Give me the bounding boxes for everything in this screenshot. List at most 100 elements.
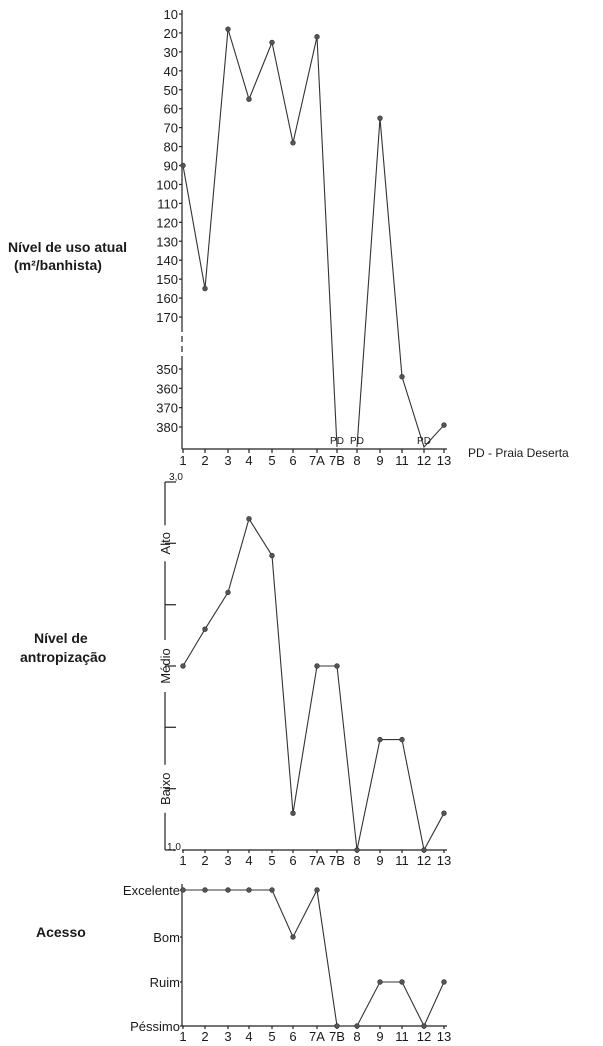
chart1-point <box>225 26 231 32</box>
chart2-band-label: Alto <box>158 532 173 554</box>
chart1-y-tick-label: 60 <box>164 102 178 117</box>
chart1-y-tick-label: 170 <box>156 310 178 325</box>
chart3-x-tick-label: 6 <box>289 1029 296 1044</box>
chart2-x-tick-label: 5 <box>268 853 275 868</box>
chart2-x-tick-label: 4 <box>245 853 252 868</box>
chart3-x-tick-label: 2 <box>201 1029 208 1044</box>
chart1-pd-label: PD <box>350 436 364 447</box>
chart3-level-label: Bom <box>153 930 180 945</box>
chart3-x-tick-label: 8 <box>353 1029 360 1044</box>
chart1-series-line <box>182 28 338 448</box>
chart2-series <box>180 516 447 853</box>
chart1-y-tick-label: 370 <box>156 401 178 416</box>
chart1-x-tick-label: 4 <box>245 453 252 468</box>
chart3-point <box>334 1023 340 1029</box>
chart2-x-tick-label: 3 <box>224 853 231 868</box>
chart3-point <box>441 979 447 985</box>
chart1-point <box>441 422 447 428</box>
chart3-x-tick-label: 1 <box>179 1029 186 1044</box>
chart1-x-tick-label: 7B <box>329 453 345 468</box>
chart1-point <box>290 140 296 146</box>
chart1-axes <box>181 10 447 450</box>
chart1-x-tick-label: 11 <box>395 453 409 468</box>
chart1-x-tick-label: 9 <box>376 453 383 468</box>
chart1-y-tick-label: 120 <box>156 215 178 230</box>
chart1-y-tick-label: 50 <box>164 83 178 98</box>
chart2-point <box>421 847 427 853</box>
chart2-point <box>202 626 208 632</box>
chart3-point <box>180 887 186 893</box>
chart1-x-tick-label: 6 <box>289 453 296 468</box>
chart3-level-label: Ruim <box>150 975 180 990</box>
chart2-point <box>269 552 275 559</box>
chart2-ylabel-line2: antropização <box>20 649 106 665</box>
chart2-ymin-label: 1,0 <box>167 842 181 853</box>
chart3-point <box>225 887 231 893</box>
chart3-axes: Péssimo Ruim Bom Excelente <box>123 883 447 1034</box>
chart2-x-tick-label: 7A <box>309 853 325 868</box>
chart1-point <box>246 96 252 102</box>
chart1-pd-label: PD <box>330 436 344 447</box>
chart2-x-tick-label: 6 <box>289 853 296 868</box>
chart2-series-line <box>182 517 445 852</box>
chart1-ylabel-line2: (m²/banhista) <box>14 257 102 273</box>
chart3-ylabel: Acesso <box>36 924 86 940</box>
chart2-point <box>441 810 447 816</box>
chart2-x-tick-label: 13 <box>437 853 451 868</box>
chart2-point <box>399 736 405 743</box>
chart3-x-tick-label: 5 <box>268 1029 275 1044</box>
chart1-x-tick-label: 12 <box>417 453 431 468</box>
chart3-series <box>180 887 447 1029</box>
chart2-point <box>246 516 252 522</box>
chart3-level-label: Excelente <box>123 883 180 898</box>
chart1-ylabel-line1: Nível de uso atual <box>8 239 127 255</box>
chart1-pd-label: PD <box>417 436 431 447</box>
chart2-point <box>180 663 186 669</box>
chart1-point <box>180 162 186 169</box>
chart3-x-tick-label: 4 <box>245 1029 252 1044</box>
chart3-x-tick-label: 13 <box>437 1029 451 1044</box>
chart2-point <box>377 736 383 743</box>
chart1-pd-labels: PD PD PD <box>330 436 431 447</box>
chart1-x-tick-label: 7A <box>309 453 325 468</box>
chart1-y-tick-label: 100 <box>156 177 178 192</box>
chart2-x-tick-label: 9 <box>376 853 383 868</box>
chart3-point <box>314 887 320 893</box>
chart3-point <box>246 887 252 893</box>
chart1-y-tick-label: 40 <box>164 64 178 79</box>
chart-acesso: Acesso Péssimo Ruim Bom Excelente 1 2 3 4 5 6 7A 7… <box>36 883 451 1044</box>
chart3-x-tick-label: 11 <box>395 1029 409 1044</box>
chart1-y-tick-label: 140 <box>156 253 178 268</box>
chart1-x-ticks: 1 2 3 4 5 6 7A 7B 8 9 11 12 13 <box>179 449 451 468</box>
chart1-y-tick-label: 70 <box>164 121 178 136</box>
chart1-y-tick-label: 150 <box>156 272 178 287</box>
chart1-y-tick-label: 10 <box>164 7 178 22</box>
chart2-point <box>354 847 360 853</box>
chart1-y-tick-label: 20 <box>164 26 178 41</box>
chart1-point <box>399 374 405 380</box>
chart3-x-tick-label: 3 <box>224 1029 231 1044</box>
chart1-point <box>269 39 275 46</box>
chart1-point <box>377 115 383 121</box>
chart3-x-tick-label: 12 <box>417 1029 431 1044</box>
chart2-x-tick-label: 11 <box>395 853 409 868</box>
chart3-x-tick-label: 7B <box>329 1029 345 1044</box>
chart2-x-tick-label: 2 <box>201 853 208 868</box>
chart2-band-label: Baixo <box>158 772 173 805</box>
chart1-y-tick-label: 360 <box>156 381 178 396</box>
chart1-note: PD - Praia Deserta <box>468 446 569 460</box>
chart3-level-label: Péssimo <box>130 1019 180 1034</box>
chart1-y-ticks: 10 20 30 40 50 60 70 80 90 100 110 120 130 140 150 160 1… <box>156 7 182 435</box>
chart1-y-tick-label: 110 <box>157 196 178 211</box>
chart2-axes: Baixo Médio Alto 3,0 1,0 <box>158 472 447 853</box>
chart2-point <box>225 589 231 596</box>
chart3-x-ticks: 1 2 3 4 5 6 7A 7B 8 9 11 12 13 <box>179 1026 451 1044</box>
chart1-y-tick-label: 350 <box>156 362 178 377</box>
chart2-ylabel-line1: Nível de <box>34 630 88 646</box>
chart2-point <box>290 810 296 816</box>
chart1-x-tick-label: 8 <box>353 453 360 468</box>
chart1-y-tick-label: 380 <box>156 420 178 435</box>
chart1-x-tick-label: 5 <box>268 453 275 468</box>
chart2-x-tick-label: 1 <box>179 853 186 868</box>
